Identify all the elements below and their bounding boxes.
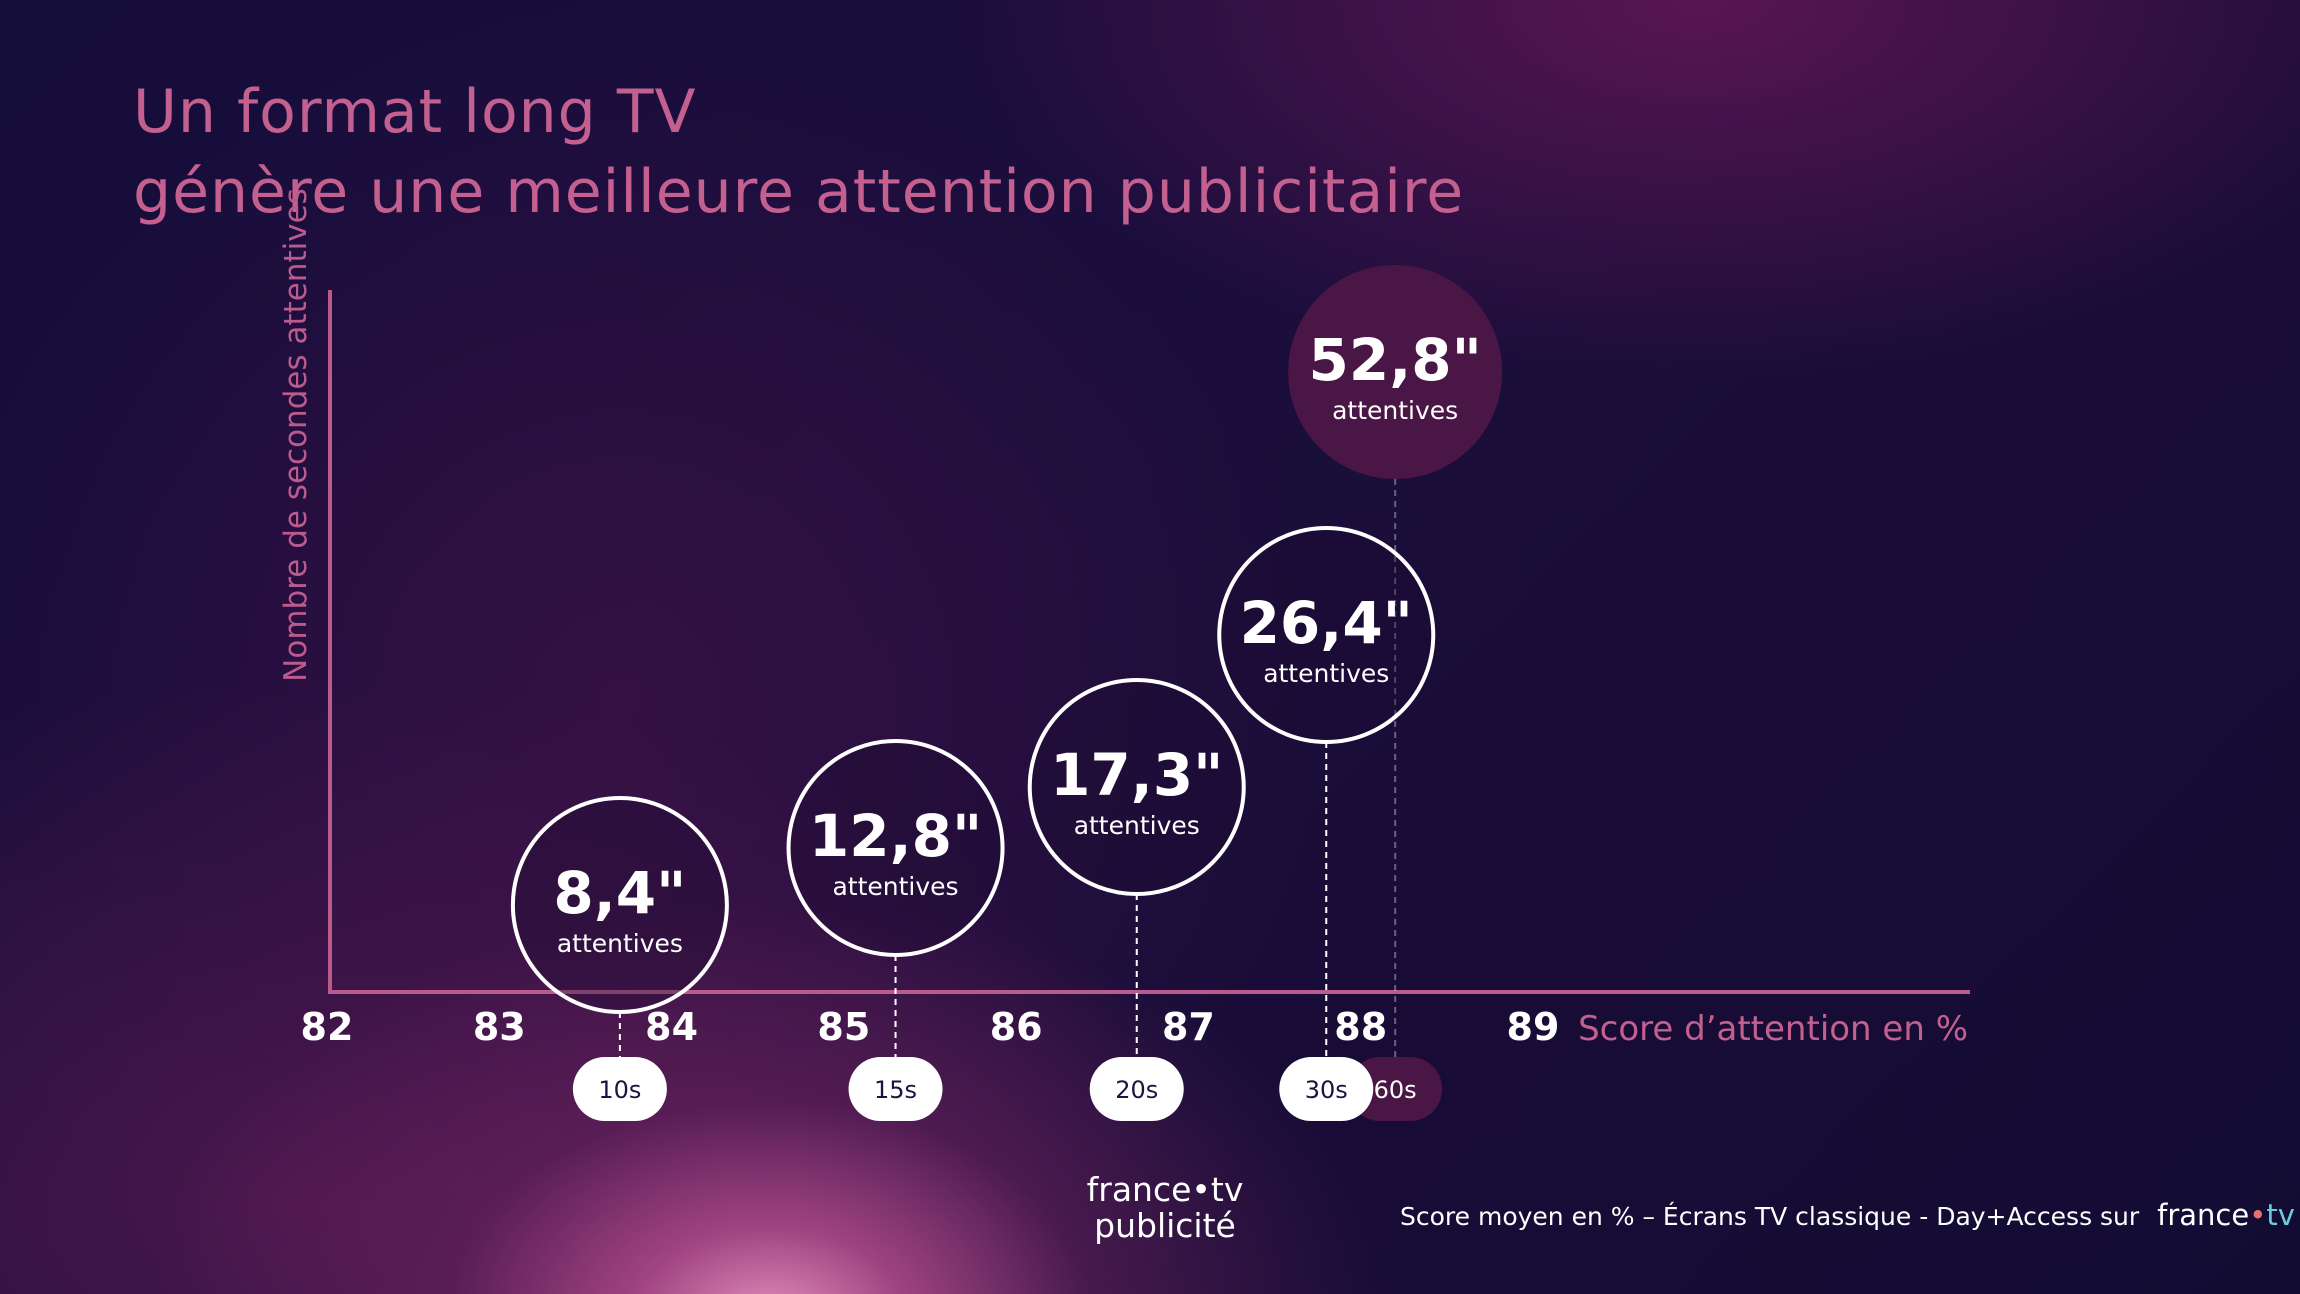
x-tick-86: 86 bbox=[990, 1005, 1043, 1049]
x-tick-85: 85 bbox=[817, 1005, 870, 1049]
bubble-value-60s: 52,8" bbox=[1309, 326, 1482, 394]
pill-label-20s: 20s bbox=[1115, 1076, 1158, 1104]
pill-label-10s: 10s bbox=[598, 1076, 641, 1104]
pill-10s bbox=[572, 1057, 667, 1121]
bubble-15s bbox=[786, 739, 1005, 957]
bubble-unit-15s: attentives bbox=[832, 872, 958, 901]
bubble-unit-60s: attentives bbox=[1332, 396, 1458, 425]
x-tick-89: 89 bbox=[1507, 1005, 1560, 1049]
logo-line-2: publicité bbox=[1094, 1206, 1236, 1245]
bubble-value-30s: 26,4" bbox=[1240, 589, 1413, 657]
pill-30s bbox=[1279, 1057, 1374, 1121]
pill-20s bbox=[1089, 1057, 1184, 1121]
pill-60s bbox=[1348, 1057, 1443, 1121]
bubble-unit-30s: attentives bbox=[1263, 659, 1389, 688]
footer-brand-dot: • bbox=[2249, 1198, 2267, 1232]
bubble-10s bbox=[510, 796, 729, 1014]
x-tick-labels: 82 83 84 85 86 87 88 89 bbox=[301, 1005, 1560, 1049]
footer-brand-logo: france•tv bbox=[2157, 1198, 2295, 1232]
pill-label-15s: 15s bbox=[874, 1076, 917, 1104]
slide-title: Un format long TV génère une meilleure a… bbox=[133, 72, 1464, 232]
dashed-stems bbox=[618, 479, 1397, 1057]
pill-label-30s: 30s bbox=[1305, 1076, 1348, 1104]
bubble-unit-10s: attentives bbox=[557, 929, 683, 958]
bubble-value-15s: 12,8" bbox=[809, 802, 982, 870]
bubble-30s bbox=[1217, 526, 1436, 744]
footer-text: Score moyen en % – Écrans TV classique -… bbox=[1400, 1202, 2140, 1231]
logo-line-1: france•tv bbox=[1086, 1170, 1244, 1209]
footer-brand-main: france bbox=[2157, 1198, 2250, 1232]
y-axis-label: Nombre de secondes attentives bbox=[278, 188, 314, 682]
francetv-publicite-logo: france•tv publicité bbox=[1085, 1172, 1245, 1244]
footer-note: Score moyen en % – Écrans TV classique -… bbox=[1400, 1198, 2295, 1232]
x-tick-82: 82 bbox=[301, 1005, 354, 1049]
pill-15s bbox=[848, 1057, 943, 1121]
title-line-1: Un format long TV bbox=[133, 77, 697, 147]
x-tick-83: 83 bbox=[473, 1005, 526, 1049]
pill-label-60s: 60s bbox=[1374, 1076, 1417, 1104]
x-axis-label: Score d’attention en % bbox=[1578, 1009, 1968, 1049]
bubble-value-10s: 8,4" bbox=[553, 859, 686, 927]
x-tick-87: 87 bbox=[1162, 1005, 1215, 1049]
x-tick-84: 84 bbox=[645, 1005, 698, 1049]
footer-brand-tv: tv bbox=[2266, 1198, 2295, 1232]
bubble-value-20s: 17,3" bbox=[1050, 741, 1223, 809]
x-tick-88: 88 bbox=[1334, 1005, 1387, 1049]
title-line-2: génère une meilleure attention publicita… bbox=[133, 157, 1465, 227]
bubble-20s bbox=[1027, 678, 1246, 896]
bubble-60s bbox=[1288, 265, 1503, 479]
bubbles: 8,4"attentives12,8"attentives17,3"attent… bbox=[510, 265, 1503, 1014]
bubble-unit-20s: attentives bbox=[1074, 811, 1200, 840]
format-pills: 60s 10s 15s 20s 30s bbox=[572, 1057, 1443, 1121]
